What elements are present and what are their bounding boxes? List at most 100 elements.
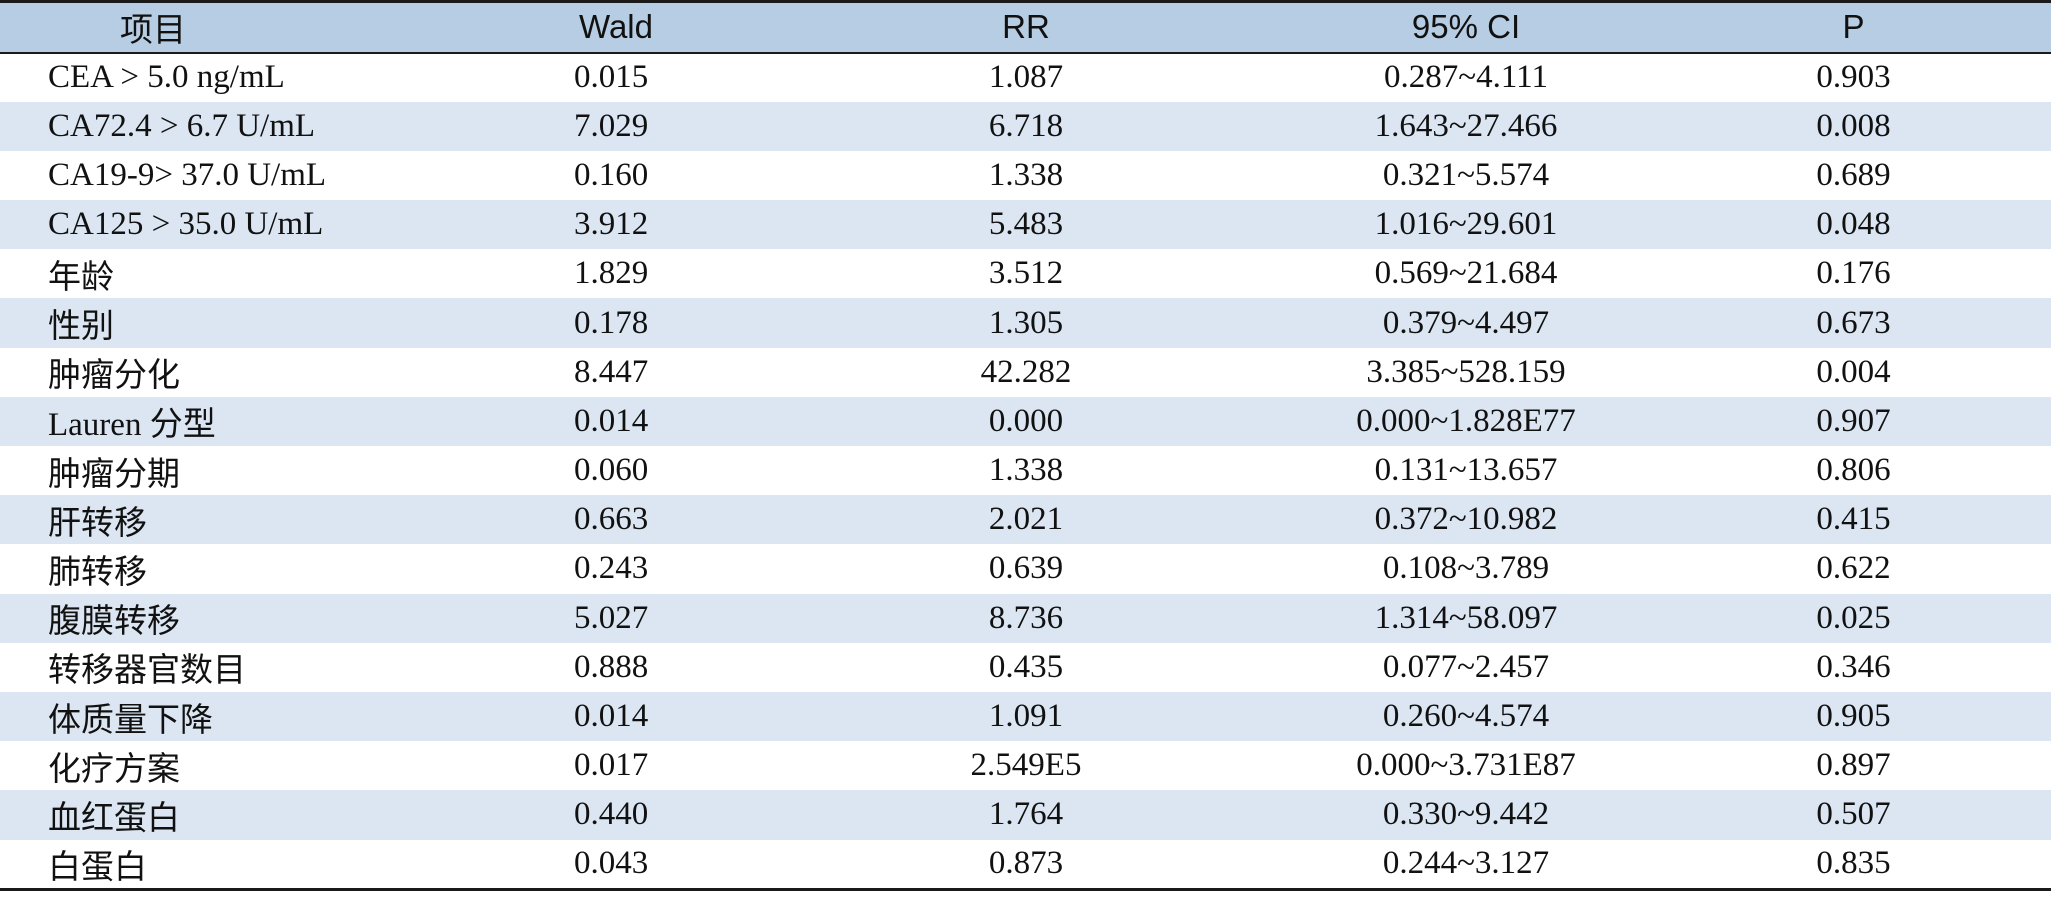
cell-ci: 0.108~3.789: [1382, 550, 1550, 587]
cell-item: 转移器官数目: [48, 653, 246, 690]
cell-ci: 0.287~4.111: [1384, 59, 1548, 96]
cell-p: 0.905: [1656, 691, 2051, 742]
cell-item: CA125 > 35.0 U/mL: [0, 200, 456, 250]
cell-wald: 0.043: [456, 839, 776, 891]
cell-wald: 0.663: [456, 495, 776, 545]
cell-ci: 1.643~27.466: [1276, 101, 1656, 151]
cell-item: 年龄: [48, 259, 114, 296]
cell-wald: 0.014: [456, 691, 776, 742]
cell-p: 0.835: [1656, 839, 2051, 891]
header-item: 项目: [0, 0, 456, 54]
cell-item: CEA > 5.0 ng/mL: [48, 59, 285, 96]
cell-ci: 0.244~3.127: [1276, 839, 1656, 891]
cell-rr: 3.512: [988, 255, 1064, 292]
cell-item: 化疗方案: [48, 751, 180, 788]
table-row: 肺转移 0.243 0.639 0.108~3.789 0.622: [0, 544, 2051, 593]
cell-wald: 0.015: [574, 59, 649, 96]
cell-ci: 1.016~29.601: [1276, 200, 1656, 250]
cell-wald: 1.829: [574, 255, 649, 292]
cell-item: 肿瘤分化: [48, 358, 180, 395]
cell-p: 0.622: [1816, 550, 1891, 587]
cell-p: 0.008: [1656, 101, 2051, 151]
cell-item: 肝转移: [0, 495, 456, 545]
table-row: 化疗方案 0.017 2.549E5 0.000~3.731E87 0.897: [0, 741, 2051, 790]
cell-ci: 0.131~13.657: [1374, 452, 1558, 489]
table-row: Lauren 分型 0.014 0.000 0.000~1.828E77 0.9…: [0, 396, 2051, 446]
cell-item: 肿瘤分期: [48, 456, 180, 493]
cell-p: 0.346: [1816, 648, 1891, 685]
table-row: 血红蛋白 0.440 1.764 0.330~9.442 0.507: [0, 790, 2051, 840]
cell-rr: 0.639: [988, 550, 1064, 587]
cell-item: 血红蛋白: [0, 790, 456, 840]
cell-rr: 1.338: [988, 156, 1064, 193]
cell-wald: 7.029: [456, 101, 776, 151]
cell-rr: 0.000: [776, 396, 1276, 446]
cell-ci: 0.321~5.574: [1382, 156, 1550, 193]
cell-rr: 1.764: [776, 790, 1276, 840]
cell-ci: 1.314~58.097: [1276, 593, 1656, 643]
table-row: 腹膜转移 5.027 8.736 1.314~58.097 0.025: [0, 593, 2051, 643]
cell-p: 0.415: [1656, 495, 2051, 545]
cell-wald: 0.017: [574, 747, 649, 784]
cell-wald: 8.447: [574, 353, 649, 390]
table-row: CA125 > 35.0 U/mL 3.912 5.483 1.016~29.6…: [0, 200, 2051, 250]
table-row: 性别 0.178 1.305 0.379~4.497 0.673: [0, 298, 2051, 348]
cell-wald: 0.160: [574, 156, 649, 193]
table-row: CA19-9> 37.0 U/mL 0.160 1.338 0.321~5.57…: [0, 151, 2051, 200]
header-wald: Wald: [456, 0, 776, 54]
cell-item: CA72.4 > 6.7 U/mL: [0, 101, 456, 151]
cell-p: 0.507: [1656, 790, 2051, 840]
cell-p: 0.689: [1816, 156, 1891, 193]
cell-rr: 42.282: [980, 353, 1072, 390]
cell-rr: 1.087: [988, 59, 1064, 96]
cell-wald: 3.912: [456, 200, 776, 250]
cell-wald: 0.888: [574, 648, 649, 685]
cell-item: CA19-9> 37.0 U/mL: [48, 156, 327, 193]
table-row: 白蛋白 0.043 0.873 0.244~3.127 0.835: [0, 839, 2051, 891]
header-p: P: [1656, 0, 2051, 54]
header-rr: RR: [776, 0, 1276, 54]
cell-item: Lauren 分型: [0, 396, 456, 446]
cell-ci: 0.000~3.731E87: [1356, 747, 1576, 784]
cell-wald: 5.027: [456, 593, 776, 643]
cell-p: 0.903: [1816, 59, 1891, 96]
cell-rr: 0.435: [988, 648, 1064, 685]
cell-ci: 0.077~2.457: [1382, 648, 1550, 685]
table-row: 肿瘤分期 0.060 1.338 0.131~13.657 0.806: [0, 446, 2051, 495]
cell-rr: 2.021: [776, 495, 1276, 545]
cell-ci: 0.379~4.497: [1276, 298, 1656, 348]
cell-ci: 3.385~528.159: [1366, 353, 1566, 390]
table-row: CA72.4 > 6.7 U/mL 7.029 6.718 1.643~27.4…: [0, 101, 2051, 151]
cell-item: 性别: [0, 298, 456, 348]
cell-item: 体质量下降: [0, 691, 456, 742]
cell-p: 0.907: [1656, 396, 2051, 446]
cell-ci: 0.569~21.684: [1374, 255, 1558, 292]
cell-item: 白蛋白: [0, 839, 456, 891]
cell-rr: 1.305: [776, 298, 1276, 348]
table-row: 肿瘤分化 8.447 42.282 3.385~528.159 0.004: [0, 348, 2051, 397]
cell-p: 0.025: [1656, 593, 2051, 643]
cell-p: 0.048: [1656, 200, 2051, 250]
table-row: 年龄 1.829 3.512 0.569~21.684 0.176: [0, 249, 2051, 298]
table-header-row: 项目 Wald RR 95% CI P: [0, 0, 2051, 54]
cell-rr: 6.718: [776, 101, 1276, 151]
table-row: 转移器官数目 0.888 0.435 0.077~2.457 0.346: [0, 643, 2051, 692]
cell-rr: 0.873: [776, 839, 1276, 891]
cell-p: 0.806: [1816, 452, 1891, 489]
table-row: CEA > 5.0 ng/mL 0.015 1.087 0.287~4.111 …: [0, 53, 2051, 102]
cell-ci: 0.000~1.828E77: [1276, 396, 1656, 446]
cell-rr: 5.483: [776, 200, 1276, 250]
cell-item: 腹膜转移: [0, 593, 456, 643]
cell-rr: 2.549E5: [970, 747, 1082, 784]
table-row: 体质量下降 0.014 1.091 0.260~4.574 0.905: [0, 691, 2051, 742]
cell-item: 肺转移: [48, 554, 147, 591]
cell-wald: 0.178: [456, 298, 776, 348]
cell-rr: 1.091: [776, 691, 1276, 742]
cell-rr: 1.338: [988, 452, 1064, 489]
cell-p: 0.897: [1816, 747, 1891, 784]
cell-rr: 8.736: [776, 593, 1276, 643]
header-ci: 95% CI: [1276, 0, 1656, 54]
cell-p: 0.176: [1816, 255, 1891, 292]
